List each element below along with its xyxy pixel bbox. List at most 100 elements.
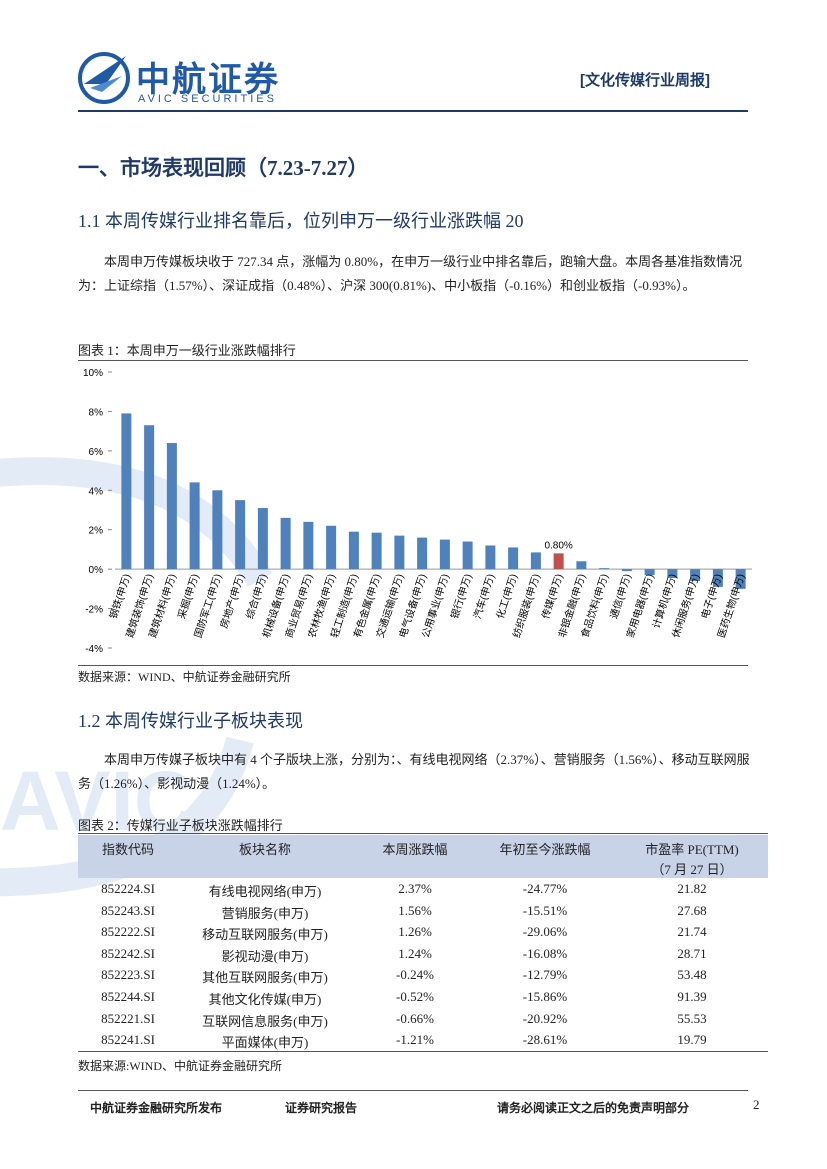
paragraph: 本周申万传媒板块收于 727.34 点，涨幅为 0.80%，在申万一级行业中排名… bbox=[78, 254, 743, 293]
y-tick-label: 10% bbox=[83, 368, 103, 379]
bar bbox=[371, 532, 382, 570]
footer-disclaimer: 请务必阅读正文之后的免责声明部分 bbox=[497, 1101, 690, 1115]
bar bbox=[690, 569, 701, 581]
table-caption: 图表 2：传媒行业子板块涨跌幅排行 bbox=[78, 818, 283, 833]
table-cell: 27.68 bbox=[677, 902, 707, 918]
table-cell: 19.79 bbox=[677, 1032, 707, 1048]
table-cell: 互联网信息服务(申万) bbox=[202, 1013, 328, 1029]
x-tick-label: 汽车(申万) bbox=[470, 572, 497, 620]
table-cell: 852241.SI bbox=[101, 1032, 155, 1048]
bar bbox=[303, 521, 314, 570]
table-cell: -16.08% bbox=[522, 945, 568, 961]
table-cell: -1.21% bbox=[396, 1032, 434, 1048]
table-cell: -0.66% bbox=[396, 1010, 434, 1026]
table-cell: 1.56% bbox=[398, 902, 432, 918]
logo-en: AVIC SECURITIES bbox=[138, 93, 277, 105]
bar bbox=[212, 490, 223, 570]
source: 数据来源:WIND、中航证券金融研究所 bbox=[78, 1059, 282, 1073]
y-tick-label: 0% bbox=[89, 565, 104, 576]
bar bbox=[189, 482, 200, 570]
footer-rule bbox=[78, 1090, 748, 1091]
bar bbox=[417, 537, 428, 570]
table-cell: 53.48 bbox=[677, 967, 707, 983]
table-header-cell: 年初至今涨跌幅 bbox=[499, 842, 591, 857]
table-cell: -29.06% bbox=[522, 924, 568, 940]
table-cell: 有线电视网络(申万) bbox=[208, 884, 322, 899]
bar bbox=[735, 569, 746, 589]
table-cell: 28.71 bbox=[677, 945, 707, 961]
table-header-cell: 板块名称 bbox=[238, 842, 292, 857]
chart: -4%-2%0%2%4%6%8%10%钢铁(申万)建筑装饰(申万)建筑材料(申万… bbox=[83, 368, 752, 655]
bar bbox=[166, 442, 177, 570]
y-tick-label: 4% bbox=[89, 486, 104, 497]
bar bbox=[257, 508, 268, 570]
bar bbox=[235, 500, 246, 570]
table-cell: 852221.SI bbox=[101, 1010, 155, 1026]
bar bbox=[712, 569, 723, 587]
x-tick-label: 电子(申万) bbox=[698, 572, 725, 620]
table-cell: 55.53 bbox=[677, 1010, 707, 1026]
table-cell: 21.74 bbox=[677, 924, 707, 940]
bar bbox=[485, 545, 496, 570]
logo-cn: 中航证券 bbox=[136, 61, 280, 99]
table-cell: 移动互联网服务(申万) bbox=[202, 927, 328, 943]
paragraph: 本周申万传媒子板块中有 4 个子版块上涨，分别为：、有线电视网络（2.37%）、… bbox=[78, 752, 750, 791]
table-cell: -15.51% bbox=[522, 902, 568, 918]
table-cell: -24.77% bbox=[522, 881, 568, 896]
bar bbox=[667, 569, 678, 579]
header-rule bbox=[78, 110, 748, 112]
table-cell: 852243.SI bbox=[101, 902, 155, 918]
caption-rule bbox=[78, 833, 768, 834]
table-cell: 1.24% bbox=[398, 945, 432, 961]
table-cell: -12.79% bbox=[522, 967, 568, 983]
watermark-text: AVIC bbox=[0, 754, 194, 848]
table-cell: -0.52% bbox=[396, 989, 434, 1004]
y-tick-label: -4% bbox=[85, 644, 103, 655]
table-cell: -20.92% bbox=[522, 1010, 568, 1026]
table-header-cell: （7 月 27 日） bbox=[651, 862, 733, 877]
bar bbox=[121, 413, 132, 570]
bar bbox=[644, 569, 655, 576]
caption-rule bbox=[78, 360, 748, 361]
subsection-title: 1.2 本周传媒行业子板块表现 bbox=[78, 711, 303, 731]
table-cell: 91.39 bbox=[677, 989, 707, 1004]
x-tick-label: 化工(申万) bbox=[493, 572, 520, 620]
table-cell: 2.37% bbox=[398, 881, 432, 896]
bar bbox=[326, 525, 337, 570]
table-cell: -28.61% bbox=[522, 1032, 568, 1048]
figure-caption: 图表 1：本周申万一级行业涨跌幅排行 bbox=[78, 343, 296, 358]
source: 数据来源：WIND、中航证券金融研究所 bbox=[78, 670, 291, 684]
bar bbox=[508, 547, 519, 570]
table-header-cell: 市盈率 PE(TTM) bbox=[645, 842, 739, 857]
data-label: 0.80% bbox=[544, 540, 572, 551]
bar bbox=[530, 552, 541, 570]
table-rule bbox=[78, 1051, 768, 1052]
footer-publisher: 中航证券金融研究所发布 bbox=[90, 1101, 223, 1115]
table-header-cell: 指数代码 bbox=[101, 842, 155, 857]
table: 指数代码 板块名称 本周涨跌幅 年初至今涨跌幅 市盈率 PE(TTM) （7 月 27 日… bbox=[0, 835, 827, 1051]
bar bbox=[280, 517, 291, 570]
table-cell: 852242.SI bbox=[101, 945, 155, 961]
x-tick-label: 采掘(申万) bbox=[175, 572, 202, 620]
table-cell: 影视动漫(申万) bbox=[221, 948, 309, 964]
bar bbox=[144, 425, 155, 570]
y-tick-label: 2% bbox=[89, 526, 104, 537]
table-cell: 1.26% bbox=[398, 924, 432, 940]
bar bbox=[599, 568, 610, 570]
bar bbox=[553, 553, 564, 570]
table-cell: 营销服务(申万) bbox=[221, 905, 309, 921]
x-tick-label: 银行(申万) bbox=[448, 572, 475, 620]
y-tick-label: 6% bbox=[89, 447, 104, 458]
footer-report-kind: 证券研究报告 bbox=[285, 1101, 358, 1115]
bar bbox=[394, 535, 405, 570]
table-cell: 其他互联网服务(申万) bbox=[202, 970, 328, 986]
logo bbox=[78, 52, 130, 104]
x-tick-label: 综合(申万) bbox=[243, 572, 270, 620]
table-cell: -15.86% bbox=[522, 989, 568, 1004]
report-type: [文化传媒行业周报] bbox=[580, 72, 710, 89]
table-cell: -0.24% bbox=[396, 967, 434, 983]
bar bbox=[621, 569, 632, 572]
table-cell: 852224.SI bbox=[101, 881, 155, 896]
source-rule bbox=[78, 665, 748, 666]
